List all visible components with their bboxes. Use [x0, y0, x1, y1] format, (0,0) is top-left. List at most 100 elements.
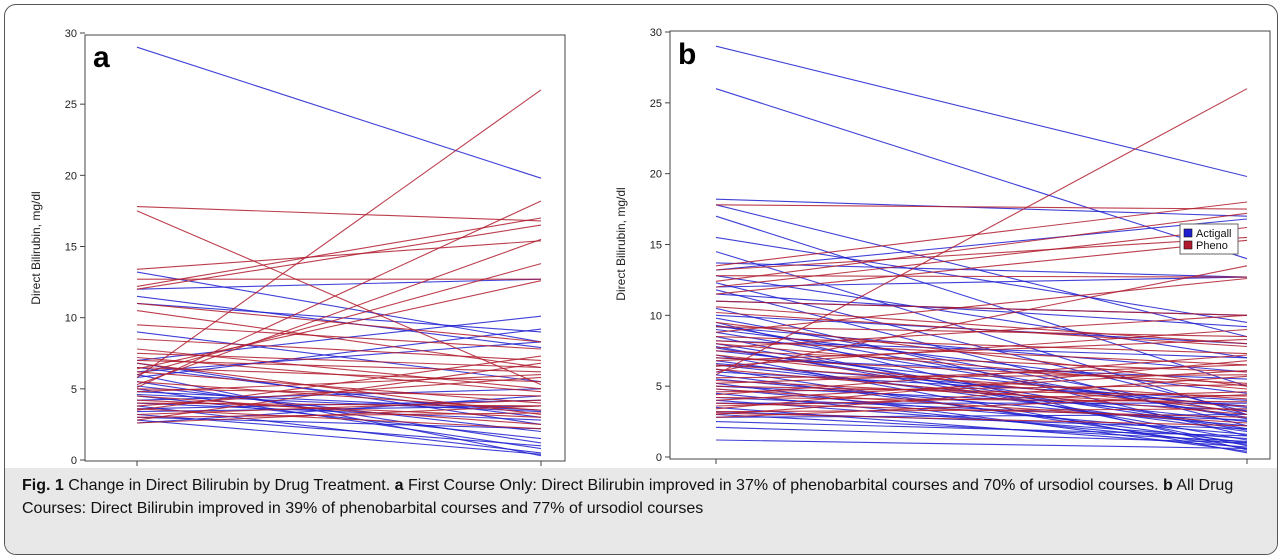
- panel-a-actigall-line-16: [136, 388, 542, 401]
- legend-swatch-actigall: [1183, 228, 1193, 238]
- panel-b-pheno-line-36: [715, 408, 1248, 413]
- legend: Actigall Pheno: [1179, 223, 1239, 255]
- panel-a-pheno-line-33: [136, 408, 542, 430]
- panel-b-pheno-line-23: [715, 88, 1248, 376]
- panel-a-pheno-line-34: [136, 280, 542, 370]
- panel-b-label: b: [678, 38, 696, 71]
- panel-b-y-tick-label-10: 10: [650, 310, 662, 322]
- panel-a-actigall-line-1: [136, 271, 542, 343]
- panel-b-pheno-line-3: [715, 275, 1248, 278]
- panel-b-pheno-line-5: [715, 226, 1248, 288]
- panel-b-y-tick-label-15: 15: [650, 240, 662, 252]
- panel-b-actigall-line-5: [715, 236, 1248, 323]
- panel-a-pheno-line-16: [136, 371, 542, 404]
- panel-a-actigall-line-11: [136, 381, 542, 444]
- panel-a-pheno-line-1: [136, 210, 542, 386]
- panel-a-lines: [136, 46, 542, 457]
- panel-b-pheno-line-41: [715, 277, 1248, 333]
- panel-a-pheno-line-0: [136, 206, 542, 222]
- panel-b-pheno-line-15: [715, 314, 1248, 349]
- panel-b-actigall-line-48: [715, 439, 1248, 450]
- panel-b-actigall-line-47: [715, 426, 1248, 444]
- panel-a-pheno-line-22: [136, 388, 542, 397]
- panel-a-pheno-line-30: [136, 412, 542, 418]
- panel-b-pheno-line-38: [715, 394, 1248, 418]
- panel-b-actigall-line-1: [715, 88, 1248, 260]
- figure-caption: Fig. 1 Change in Direct Bilirubin by Dru…: [22, 474, 1262, 520]
- panel-a-pheno-line-2: [136, 240, 542, 270]
- panel-b-pheno-line-7: [715, 300, 1248, 316]
- panel-b-y-tick-label-20: 20: [650, 169, 662, 181]
- panel-a-label: a: [93, 41, 110, 74]
- panel-b-lines: [715, 45, 1248, 454]
- panel-b-y-tick-label-0: 0: [656, 452, 662, 464]
- panel-b-pheno-line-40: [715, 328, 1248, 367]
- panel-a-pheno-line-20: [136, 238, 542, 386]
- panel-b-actigall-line-44: [715, 413, 1248, 442]
- panel-a-y-tick-label-30: 30: [65, 28, 77, 40]
- panel-b-actigall-line-8: [715, 218, 1248, 271]
- panel-a-pheno-line-18: [136, 89, 542, 378]
- panel-b-pheno-line-39: [715, 412, 1248, 427]
- panel-b-pheno-line-14: [715, 343, 1248, 390]
- panel-a-y-axis: 0 5 10 15 20 25 30: [65, 28, 85, 467]
- panel-a-actigall-line-18: [136, 405, 542, 454]
- panel-a-actigall-line-3: [136, 295, 542, 349]
- panel-b-pheno-line-31: [715, 396, 1248, 403]
- legend-label-actigall: Actigall: [1196, 228, 1231, 240]
- panel-a-pheno-line-9: [136, 338, 542, 361]
- panel-a-y-tick-label-20: 20: [65, 170, 77, 182]
- panel-b-pheno-line-9: [715, 311, 1248, 348]
- panel-b-actigall-line-23: [715, 340, 1248, 359]
- panel-b-y-tick-label-5: 5: [656, 381, 662, 393]
- panel-b-actigall-line-10: [715, 282, 1248, 413]
- panel-b-pheno-line-29: [715, 384, 1248, 393]
- panel-b-pheno-line-4: [715, 212, 1248, 282]
- caption-fig-label: Fig. 1: [22, 477, 64, 494]
- panel-b-pheno-line-20: [715, 364, 1248, 400]
- panel-a-y-tick-label-25: 25: [65, 99, 77, 111]
- panel-a-actigall-line-4: [136, 302, 542, 333]
- panel-b-pheno-line-34: [715, 391, 1248, 407]
- panel-b-actigall-line-43: [715, 411, 1248, 430]
- panel-b-actigall-line-0: [715, 45, 1248, 178]
- panel-a-pheno-line-26: [136, 402, 542, 407]
- panel-b-pheno-line-12: [715, 336, 1248, 355]
- panel-a-actigall-line-0: [136, 46, 542, 179]
- panel-a-pheno-line-32: [136, 405, 542, 424]
- panel-a-actigall-line-2: [136, 278, 542, 290]
- panel-b-pheno-line-19: [715, 338, 1248, 362]
- panel-b-pheno-line-13: [715, 340, 1248, 366]
- legend-label-pheno: Pheno: [1196, 240, 1228, 252]
- caption-b-text: All Drug Courses: Direct Bilirubin impro…: [22, 477, 1234, 517]
- panel-b-y-axis: 0 5 10 15 20 25 30: [650, 27, 670, 464]
- panel-b-pheno-line-25: [715, 379, 1248, 407]
- panel-b-y-axis-label: Direct Bilirubin, mg/dl: [614, 187, 628, 300]
- panel-b-actigall-line-34: [715, 378, 1248, 427]
- panel-a-actigall-line-23: [136, 419, 542, 455]
- panel-b-pheno-line-6: [715, 239, 1248, 295]
- panel-b-actigall-line-2: [715, 198, 1248, 217]
- panel-a-pheno-line-21: [136, 200, 542, 388]
- panel-a-actigall-line-24: [136, 395, 542, 424]
- panel-a-y-axis-label: Direct Bilirubin, mg/dl: [29, 191, 43, 304]
- panel-a-pheno-line-5: [136, 224, 542, 290]
- caption-a-text: First Course Only: Direct Bilirubin impr…: [403, 477, 1163, 494]
- panel-b-actigall-line-37: [715, 388, 1248, 435]
- panel-a-pheno-line-15: [136, 366, 542, 383]
- panel-a-pheno-line-28: [136, 355, 542, 411]
- panel-b-pheno-line-8: [715, 306, 1248, 345]
- panel-b-pheno-line-2: [715, 236, 1248, 271]
- panel-a-actigall-line-6: [136, 315, 542, 361]
- panel-a-y-tick-label-10: 10: [65, 313, 77, 325]
- panel-a-pheno-line-31: [136, 362, 542, 421]
- panel-a-pheno-line-4: [136, 217, 542, 287]
- panel-b-actigall-line-6: [715, 251, 1248, 416]
- panel-a-actigall-line-22: [136, 416, 542, 430]
- panel-a-y-tick-label-0: 0: [71, 455, 77, 467]
- panel-b-pheno-line-26: [715, 364, 1248, 384]
- caption-title: Change in Direct Bilirubin by Drug Treat…: [63, 477, 395, 494]
- panel-b-pheno-line-32: [715, 370, 1248, 401]
